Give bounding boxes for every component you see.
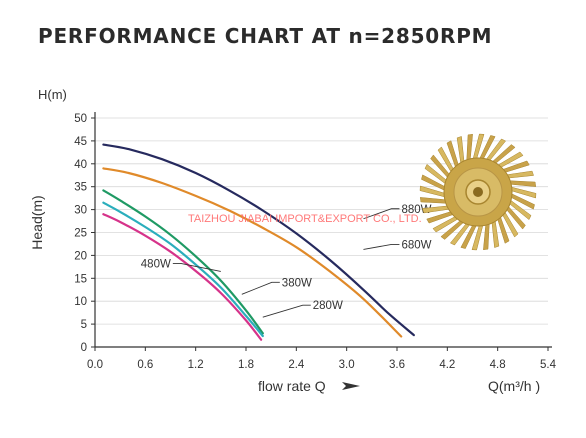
y-tick-label: 0 xyxy=(81,342,87,354)
annotation-label: 480W xyxy=(141,258,171,270)
y-tick-label: 20 xyxy=(74,250,87,262)
arrow-right-icon xyxy=(342,382,360,390)
x-tick-label: 0.0 xyxy=(87,359,103,371)
series-line-480w xyxy=(102,189,264,335)
series-line-280w xyxy=(102,213,263,341)
impeller-icon xyxy=(419,133,537,251)
y-axis-label: Head(m) xyxy=(29,195,45,249)
y-tick-label: 30 xyxy=(74,205,87,217)
x-tick-label: 1.8 xyxy=(238,359,254,371)
series-line-880w xyxy=(102,143,415,337)
y-tick-label: 15 xyxy=(74,273,87,285)
y-tick-label: 35 xyxy=(74,182,87,194)
y-unit-label: H(m) xyxy=(38,87,67,102)
series-line-380w xyxy=(102,201,264,338)
annotation-label: 380W xyxy=(282,277,312,289)
y-tick-label: 45 xyxy=(74,136,87,148)
x-tick-label: 5.4 xyxy=(540,359,557,371)
annotation-leader xyxy=(172,262,221,272)
series-layer xyxy=(102,143,415,341)
annotation-label: 680W xyxy=(401,239,431,251)
x-tick-label: 2.4 xyxy=(288,359,305,371)
x-axis-label: flow rate Q xyxy=(258,378,326,394)
page-title: PERFORMANCE CHART AT n=2850RPM xyxy=(38,24,493,48)
x-tick-label: 4.8 xyxy=(490,359,506,371)
x-unit-label: Q(m³/h ) xyxy=(488,378,540,394)
y-tick-label: 10 xyxy=(74,296,87,308)
x-tick-label: 0.6 xyxy=(137,359,153,371)
x-tick-label: 4.2 xyxy=(439,359,455,371)
axes: 0 5 10 15 20 25 30 35 40 45 50 0.0 0.6 1.2 1.8 2.4 3.0 3.… xyxy=(29,87,557,394)
annotation-label: 280W xyxy=(313,300,343,312)
x-tick-label: 3.0 xyxy=(339,359,355,371)
y-tick-label: 40 xyxy=(74,159,87,171)
y-tick-label: 50 xyxy=(74,113,87,125)
watermark-text: TAIZHOU JIABAI IMPORT&EXPORT CO., LTD. xyxy=(188,213,422,225)
y-tick-label: 25 xyxy=(74,228,87,240)
annotation-leader xyxy=(262,304,311,318)
x-tick-label: 1.2 xyxy=(188,359,204,371)
y-tick-label: 5 xyxy=(81,319,87,331)
series-line-680w xyxy=(102,167,403,338)
annotation-leader xyxy=(363,243,400,250)
annotation-leader xyxy=(241,281,280,295)
annotation-leader xyxy=(363,208,400,220)
x-tick-label: 3.6 xyxy=(389,359,405,371)
